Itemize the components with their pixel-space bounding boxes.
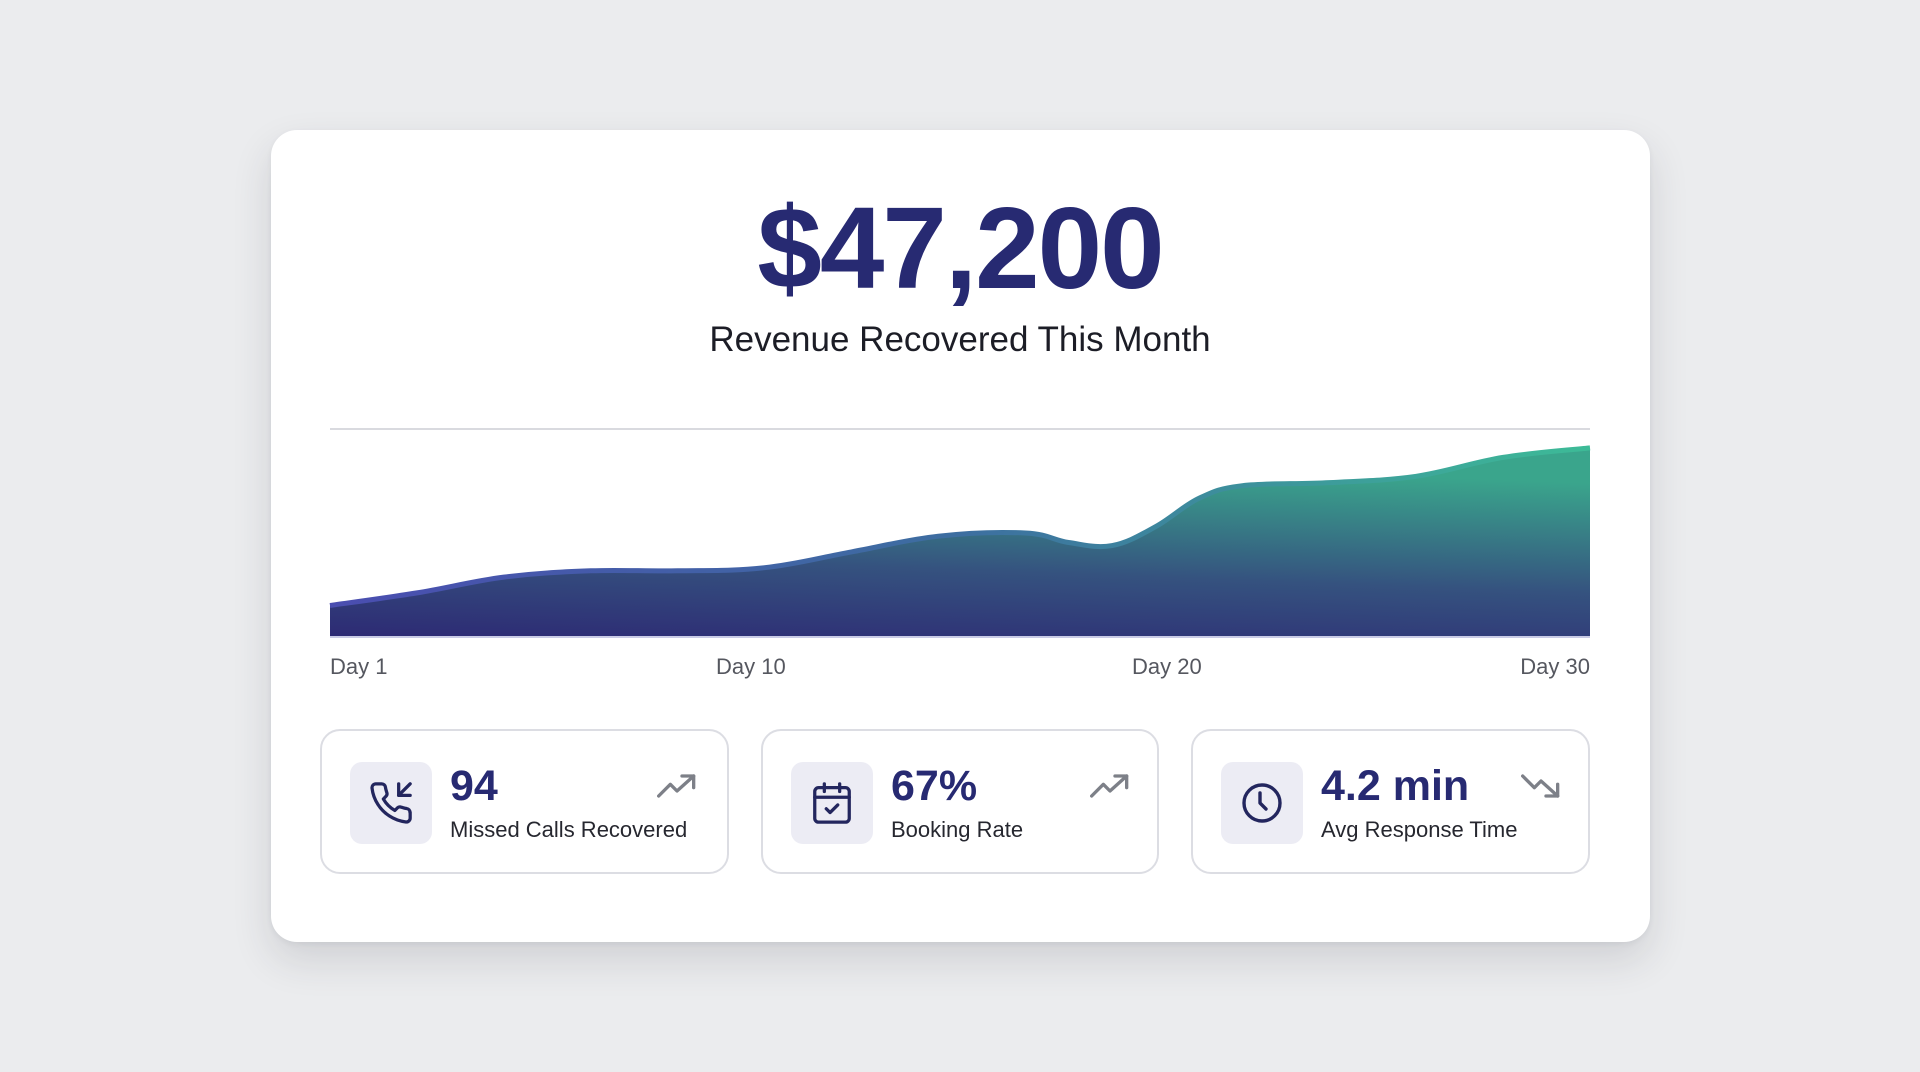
calendar-check-icon [791, 762, 873, 844]
revenue-subtitle: Revenue Recovered This Month [709, 320, 1211, 359]
x-axis-label-day-10: Day 10 [716, 654, 786, 679]
revenue-amount: $47,200 [757, 183, 1164, 313]
phone-incoming-icon [350, 762, 432, 844]
x-axis-label-day-1: Day 1 [330, 654, 388, 679]
stat-label: Avg Response Time [1321, 817, 1518, 842]
trend-up-icon [657, 774, 696, 798]
stat-value: 4.2 min [1321, 762, 1470, 810]
trend-down-icon [1521, 774, 1560, 798]
x-axis-label-day-30: Day 30 [1520, 654, 1590, 679]
clock-icon [1221, 762, 1303, 844]
stat-value: 67% [891, 762, 978, 810]
trend-up-icon [1090, 774, 1129, 798]
stat-card-booking-rate[interactable]: 67% Booking Rate [761, 729, 1159, 874]
x-axis-label-day-20: Day 20 [1132, 654, 1202, 679]
stat-value: 94 [450, 762, 498, 810]
stat-card-avg-response[interactable]: 4.2 min Avg Response Time [1191, 729, 1590, 874]
stat-label: Booking Rate [891, 817, 1024, 842]
stat-card-missed-calls[interactable]: 94 Missed Calls Recovered [320, 729, 729, 874]
stat-label: Missed Calls Recovered [450, 817, 688, 842]
